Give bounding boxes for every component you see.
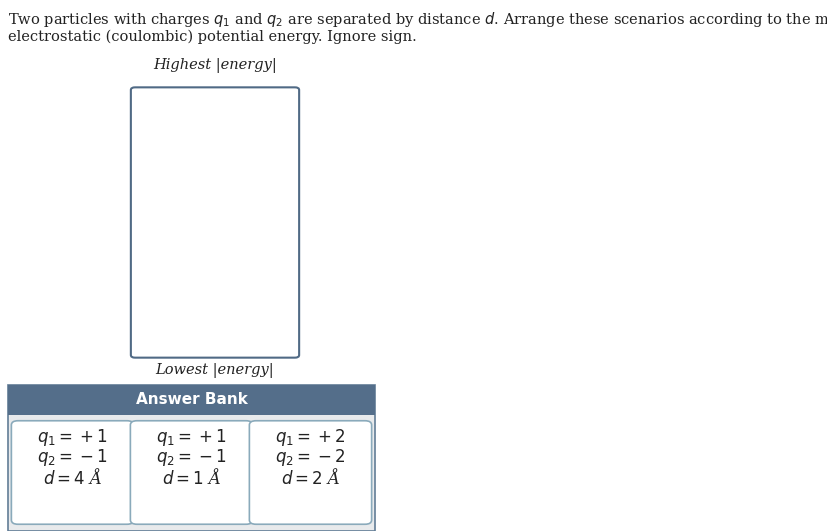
FancyBboxPatch shape <box>131 87 299 358</box>
Text: $q_1 = +1$: $q_1 = +1$ <box>156 426 227 448</box>
Text: $q_1 = +2$: $q_1 = +2$ <box>275 426 345 448</box>
FancyBboxPatch shape <box>249 421 371 524</box>
Text: $d = 2$ Å: $d = 2$ Å <box>280 468 340 488</box>
Text: $d = 1$ Å: $d = 1$ Å <box>161 468 221 488</box>
FancyBboxPatch shape <box>8 385 375 531</box>
Text: electrostatic (coulombic) potential energy. Ignore sign.: electrostatic (coulombic) potential ener… <box>8 30 416 45</box>
Text: $q_2 = -2$: $q_2 = -2$ <box>275 448 345 468</box>
FancyBboxPatch shape <box>12 421 133 524</box>
Text: $q_1 = +1$: $q_1 = +1$ <box>37 426 108 448</box>
Text: $q_2 = -1$: $q_2 = -1$ <box>37 448 108 468</box>
Text: Answer Bank: Answer Bank <box>136 392 247 407</box>
FancyBboxPatch shape <box>130 421 252 524</box>
Text: $d = 4$ Å: $d = 4$ Å <box>43 468 103 488</box>
Text: $q_2 = -1$: $q_2 = -1$ <box>156 448 227 468</box>
Text: Two particles with charges $q_1$ and $q_2$ are separated by distance $d$. Arrang: Two particles with charges $q_1$ and $q_… <box>8 10 827 29</box>
Text: Highest |energy|: Highest |energy| <box>153 58 276 73</box>
FancyBboxPatch shape <box>8 385 375 415</box>
Text: Lowest |energy|: Lowest |energy| <box>155 363 274 378</box>
